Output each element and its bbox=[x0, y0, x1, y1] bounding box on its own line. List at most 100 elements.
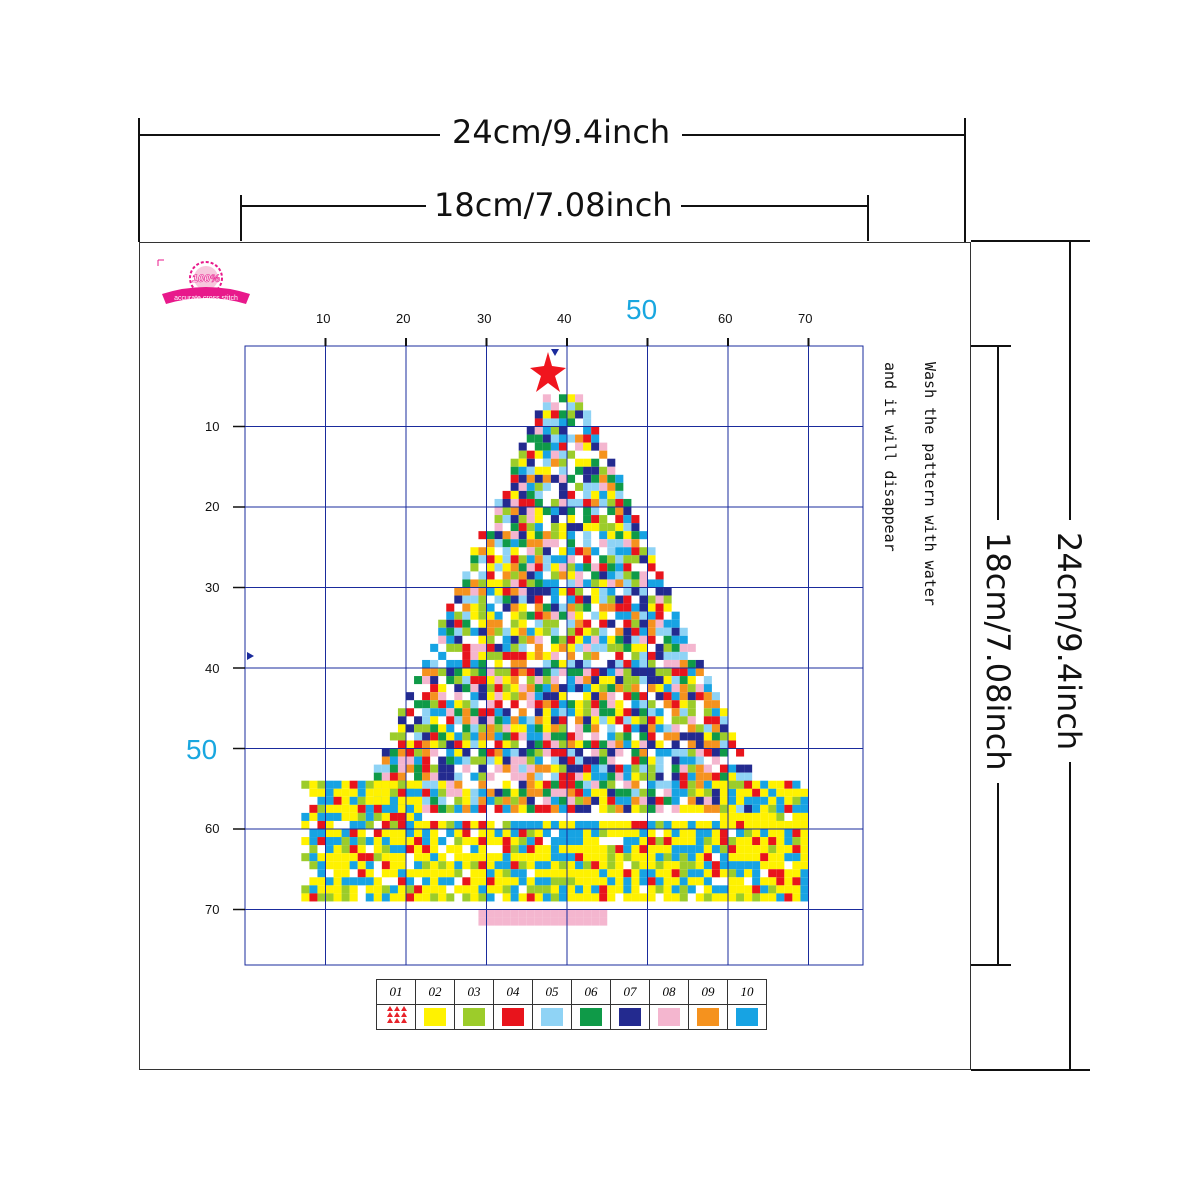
stitch-cell bbox=[526, 893, 535, 902]
stitch-cell bbox=[406, 893, 415, 902]
stitch-cell bbox=[357, 812, 366, 821]
stitch-cell bbox=[719, 837, 728, 846]
stitch-cell bbox=[607, 700, 616, 709]
stitch-cell bbox=[341, 829, 350, 838]
stitch-cell bbox=[373, 780, 382, 789]
stitch-cell bbox=[671, 659, 680, 668]
stitch-cell bbox=[373, 812, 382, 821]
stitch-cell bbox=[494, 804, 503, 813]
stitch-cell bbox=[583, 426, 592, 435]
stitch-cell bbox=[599, 740, 608, 749]
stitch-cell bbox=[446, 724, 455, 733]
stitch-cell bbox=[446, 893, 455, 902]
stitch-cell bbox=[526, 756, 535, 765]
stitch-cell bbox=[575, 547, 584, 556]
stitch-cell bbox=[510, 474, 519, 483]
stitch-cell bbox=[526, 507, 535, 516]
stitch-cell bbox=[607, 885, 616, 894]
stitch-cell bbox=[438, 853, 447, 862]
stitch-cell bbox=[647, 788, 656, 797]
stitch-cell bbox=[663, 668, 672, 677]
stitch-cell bbox=[438, 627, 447, 636]
stitch-cell bbox=[567, 394, 576, 403]
stitch-cell bbox=[534, 668, 543, 677]
stitch-cell bbox=[776, 829, 785, 838]
stitch-cell bbox=[502, 635, 511, 644]
stitch-cell bbox=[607, 498, 616, 507]
stitch-cell bbox=[494, 724, 503, 733]
stitch-cell bbox=[639, 893, 648, 902]
stitch-cell bbox=[671, 829, 680, 838]
stitch-cell bbox=[655, 595, 664, 604]
stitch-cell bbox=[703, 708, 712, 717]
stitch-cell bbox=[760, 845, 769, 854]
stitch-cell bbox=[438, 788, 447, 797]
stitch-cell bbox=[655, 740, 664, 749]
stitch-cell bbox=[623, 515, 632, 524]
outer-height-bottom-cap bbox=[971, 1069, 1090, 1071]
stitch-cell bbox=[695, 853, 704, 862]
stitch-cell bbox=[647, 700, 656, 709]
stitch-cell bbox=[430, 853, 439, 862]
stitch-cell bbox=[671, 627, 680, 636]
stitch-cell bbox=[599, 579, 608, 588]
stitch-cell bbox=[703, 740, 712, 749]
stitch-cell bbox=[462, 764, 471, 773]
stitch-cell bbox=[655, 820, 664, 829]
stitch-cell bbox=[462, 619, 471, 628]
stitch-cell bbox=[494, 732, 503, 741]
stitch-cell bbox=[615, 603, 624, 612]
stitch-cell bbox=[518, 716, 527, 725]
stitch-cell bbox=[550, 450, 559, 459]
stitch-cell bbox=[494, 764, 503, 773]
stitch-cell bbox=[583, 668, 592, 677]
stitch-cell bbox=[607, 659, 616, 668]
stitch-cell bbox=[526, 555, 535, 564]
stitch-cell bbox=[510, 885, 519, 894]
stitch-cell bbox=[510, 466, 519, 475]
stitch-cell bbox=[446, 732, 455, 741]
stitch-cell bbox=[655, 619, 664, 628]
stitch-cell bbox=[687, 692, 696, 701]
stitch-cell bbox=[446, 619, 455, 628]
stitch-cell bbox=[655, 603, 664, 612]
stitch-cell bbox=[607, 772, 616, 781]
stitch-cell bbox=[486, 917, 495, 926]
stitch-cell bbox=[389, 820, 398, 829]
stitch-cell bbox=[373, 796, 382, 805]
stitch-cell bbox=[422, 764, 431, 773]
stitch-cell bbox=[679, 893, 688, 902]
x-tick-20: 20 bbox=[396, 311, 411, 326]
stitch-cell bbox=[647, 716, 656, 725]
stitch-cell bbox=[325, 820, 334, 829]
legend-swatch-09 bbox=[688, 1004, 728, 1030]
stitch-cell bbox=[478, 829, 487, 838]
stitch-cell bbox=[631, 869, 640, 878]
stitch-cell bbox=[631, 708, 640, 717]
stitch-cell bbox=[542, 619, 551, 628]
stitch-cell bbox=[357, 780, 366, 789]
stitch-cell bbox=[389, 756, 398, 765]
stitch-cell bbox=[430, 820, 439, 829]
stitch-cell bbox=[607, 708, 616, 717]
stitch-cell bbox=[486, 531, 495, 540]
stitch-cell bbox=[478, 724, 487, 733]
stitch-cell bbox=[518, 619, 527, 628]
stitch-cell bbox=[526, 668, 535, 677]
stitch-cell bbox=[414, 820, 423, 829]
stitch-cell bbox=[430, 764, 439, 773]
stitch-cell bbox=[397, 740, 406, 749]
stitch-cell bbox=[422, 668, 431, 677]
stitch-cell bbox=[655, 684, 664, 693]
stitch-cell bbox=[655, 845, 664, 854]
stitch-cell bbox=[567, 845, 576, 854]
stitch-cell bbox=[768, 885, 777, 894]
stitch-cell bbox=[591, 515, 600, 524]
stitch-cell bbox=[333, 780, 342, 789]
stitch-cell bbox=[550, 684, 559, 693]
stitch-cell bbox=[607, 571, 616, 580]
stitch-cell bbox=[462, 643, 471, 652]
stitch-cell bbox=[542, 917, 551, 926]
stitch-cell bbox=[792, 845, 801, 854]
stitch-cell bbox=[655, 796, 664, 805]
